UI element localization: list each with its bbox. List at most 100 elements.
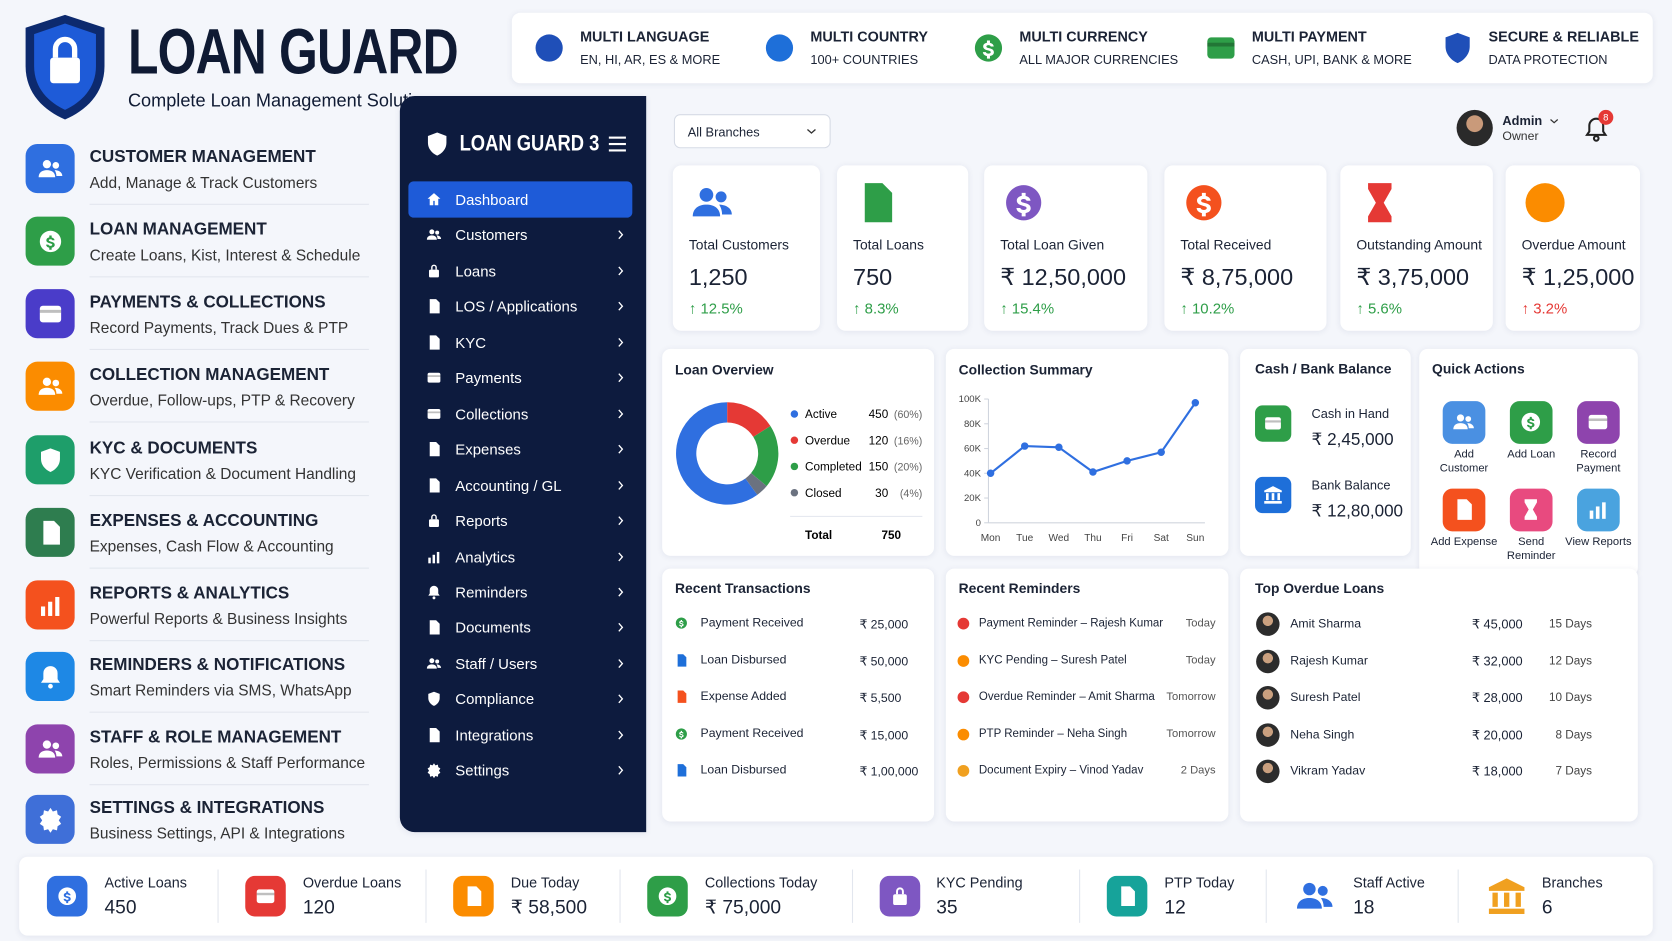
separator	[89, 348, 369, 350]
icon-tile[interactable]	[1577, 401, 1620, 444]
menu-item[interactable]: LOS / Applications	[455, 298, 578, 316]
menu-toggle[interactable]	[608, 149, 626, 152]
menu-item[interactable]: Expenses	[455, 440, 521, 458]
menu-icon	[427, 193, 441, 206]
icon	[38, 159, 62, 177]
icon-tile[interactable]	[1509, 401, 1553, 444]
brand-tagline: Complete Loan Management Solution	[127, 90, 433, 111]
menu-item[interactable]: Payments	[455, 369, 522, 387]
menu-item[interactable]: Collections	[455, 405, 529, 423]
menu-item[interactable]: Compliance	[455, 690, 535, 708]
panel-title: Recent Transactions	[674, 580, 811, 597]
icon	[38, 740, 62, 758]
icon	[1589, 415, 1608, 430]
module-title: REMINDERS & NOTIFICATIONS	[89, 656, 346, 675]
balance-label: Bank Balance	[1311, 477, 1391, 493]
module-title: LOAN MANAGEMENT	[89, 220, 267, 239]
transaction-amount: ₹ 1,00,000	[859, 766, 919, 779]
stat-value: ₹ 12,50,000	[1000, 263, 1126, 291]
menu-item[interactable]: Customers	[455, 226, 528, 244]
menu-item[interactable]: KYC	[455, 333, 487, 351]
module-description: Roles, Permissions & Staff Performance	[89, 755, 366, 773]
icon-tile[interactable]	[1442, 488, 1486, 532]
bottom-stat-label: PTP Today	[1164, 874, 1235, 891]
icon	[39, 807, 61, 833]
icon-tile[interactable]	[1509, 488, 1553, 532]
icon-tile[interactable]	[1442, 401, 1486, 444]
stat-change: ↑ 15.4%	[1000, 299, 1055, 317]
menu-item[interactable]: Reports	[455, 512, 508, 530]
icon-tile	[245, 875, 286, 917]
stat-value: ₹ 3,75,000	[1356, 263, 1470, 291]
menu-icon	[429, 299, 440, 314]
menu-toggle[interactable]	[608, 142, 626, 146]
reminder-text: KYC Pending – Suresh Patel	[978, 654, 1127, 667]
menu-icon	[429, 477, 440, 493]
reminder-dot	[957, 655, 970, 667]
menu-item[interactable]: Reminders	[455, 583, 528, 601]
module-description: Record Payments, Track Dues & PTP	[89, 320, 349, 338]
reminder-text: PTP Reminder – Neha Singh	[978, 727, 1128, 741]
menu-item[interactable]: Analytics	[455, 547, 516, 565]
menu-item[interactable]: Settings	[455, 761, 510, 780]
chevron	[618, 266, 624, 276]
separator	[1079, 869, 1081, 923]
menu-icon	[426, 658, 442, 669]
menu-item[interactable]: Documents	[455, 619, 531, 637]
menu-item[interactable]: Dashboard	[455, 190, 529, 209]
separator	[217, 869, 219, 923]
menu-item[interactable]: Loans	[455, 262, 496, 280]
icon	[40, 596, 59, 616]
stat-label: Outstanding Amount	[1356, 236, 1482, 253]
user-name[interactable]: Admin	[1502, 113, 1543, 129]
quick-action-label[interactable]: Add Customer	[1439, 448, 1489, 475]
quick-action-label[interactable]: View Reports	[1565, 535, 1632, 549]
icon-tile	[453, 875, 494, 917]
quick-action-label[interactable]: Send Reminder	[1506, 535, 1556, 563]
transaction-icon	[675, 728, 687, 740]
stat-label: Total Loan Given	[1000, 236, 1105, 253]
module-description: Overdue, Follow-ups, PTP & Recovery	[89, 392, 355, 410]
stat-card	[1505, 165, 1640, 331]
menu-icon	[429, 264, 439, 278]
chevron	[618, 659, 624, 668]
icon-tile	[25, 794, 75, 844]
overdue-amount: ₹ 20,000	[1471, 727, 1523, 743]
chevron	[618, 587, 624, 597]
balance-value: ₹ 2,45,000	[1311, 431, 1394, 450]
quick-action-label[interactable]: Add Loan	[1507, 448, 1556, 461]
sidebar	[399, 96, 647, 833]
separator	[1265, 869, 1267, 923]
chevron	[807, 128, 816, 134]
icon-tile	[1106, 875, 1148, 917]
feature-subtitle: CASH, UPI, BANK & MORE	[1251, 52, 1412, 68]
menu-item[interactable]: Staff / Users	[455, 654, 538, 672]
module-description: Business Settings, API & Integrations	[89, 825, 345, 843]
branch-select[interactable]: All Branches	[673, 114, 831, 149]
icon-tile	[25, 361, 75, 411]
menu-icon	[426, 229, 442, 241]
transaction-amount: ₹ 50,000	[859, 656, 909, 669]
overdue-amount: ₹ 28,000	[1471, 690, 1523, 706]
menu-toggle[interactable]	[608, 136, 626, 139]
chevron	[618, 480, 624, 490]
icon-tile	[25, 216, 75, 266]
stat-card	[1340, 165, 1493, 331]
bottom-stat-label: Overdue Loans	[302, 874, 402, 891]
cash-bank-panel	[1240, 348, 1411, 556]
transaction-label: Payment Received	[700, 727, 804, 741]
avatar	[1256, 759, 1280, 784]
brand-title: LOAN GUARD	[127, 16, 459, 88]
sidebar-brand: LOAN GUARD 3	[459, 131, 600, 156]
separator	[89, 711, 369, 713]
quick-action-label[interactable]: Add Expense	[1430, 535, 1498, 549]
feature-title: MULTI COUNTRY	[810, 28, 928, 45]
icon-tile[interactable]	[1577, 488, 1620, 532]
overdue-amount: ₹ 32,000	[1471, 654, 1523, 669]
module-title: COLLECTION MANAGEMENT	[89, 365, 330, 385]
menu-item[interactable]: Accounting / GL	[455, 476, 562, 494]
icon-tile	[25, 724, 75, 774]
quick-action-label[interactable]: Record Payment	[1576, 448, 1621, 475]
menu-item[interactable]: Integrations	[455, 726, 534, 744]
